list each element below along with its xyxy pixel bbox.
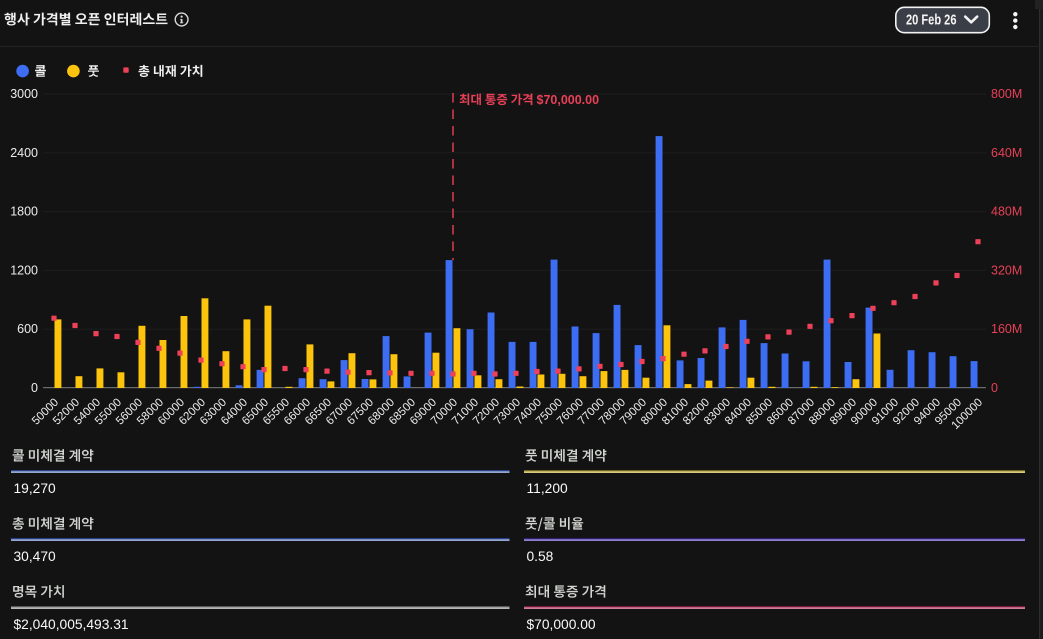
svg-text:$70,000.00: $70,000.00 xyxy=(537,93,600,107)
svg-text:19,270: 19,270 xyxy=(14,481,57,496)
svg-text:320M: 320M xyxy=(991,263,1022,277)
svg-text:480M: 480M xyxy=(991,205,1022,219)
svg-text:0: 0 xyxy=(991,381,998,395)
svg-text:$70,000.00: $70,000.00 xyxy=(527,617,596,632)
svg-text:3000: 3000 xyxy=(10,87,38,101)
svg-text:2400: 2400 xyxy=(10,146,38,160)
svg-text:160M: 160M xyxy=(991,322,1022,336)
svg-text:1800: 1800 xyxy=(10,205,38,219)
svg-text:0: 0 xyxy=(31,381,38,395)
svg-text:1200: 1200 xyxy=(10,263,38,277)
svg-text:600: 600 xyxy=(17,322,38,336)
svg-text:0.58: 0.58 xyxy=(527,549,554,564)
svg-text:30,470: 30,470 xyxy=(14,549,57,564)
svg-text:11,200: 11,200 xyxy=(527,481,569,496)
svg-text:800M: 800M xyxy=(991,87,1022,101)
svg-text:640M: 640M xyxy=(991,146,1022,160)
svg-text:20 Feb 26: 20 Feb 26 xyxy=(906,13,957,29)
svg-text:$2,040,005,493.31: $2,040,005,493.31 xyxy=(14,617,129,632)
